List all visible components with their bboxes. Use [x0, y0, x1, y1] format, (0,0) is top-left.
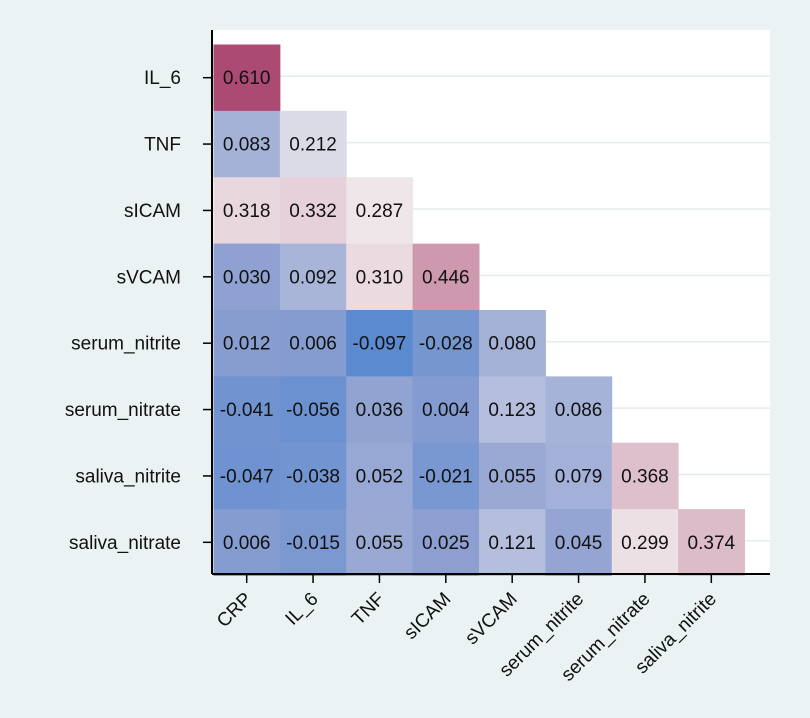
heatmap-cell — [213, 376, 281, 444]
cell-value-label: 0.368 — [621, 466, 669, 487]
heatmap-cell — [213, 177, 281, 245]
heatmap-cell — [346, 310, 414, 377]
heatmap-cell — [346, 177, 414, 245]
y-tick-label: sVCAM — [117, 267, 181, 288]
cell-value-label: 0.012 — [223, 334, 271, 355]
heatmap-cell — [346, 243, 414, 311]
y-tick-label: sICAM — [124, 201, 181, 222]
heatmap-cell — [479, 442, 546, 510]
heatmap-cell — [213, 110, 281, 178]
heatmap-cell — [678, 509, 745, 576]
y-tick-label: saliva_nitrate — [69, 533, 181, 554]
cell-value-label: 0.036 — [356, 400, 404, 421]
heatmap-cell — [213, 509, 281, 576]
cell-value-label: 0.318 — [223, 201, 271, 222]
cell-value-label: 0.310 — [356, 267, 404, 288]
cell-value-label: 0.332 — [289, 201, 337, 222]
heatmap-cell — [412, 243, 480, 311]
heatmap-cell — [279, 110, 347, 178]
cell-value-label: 0.086 — [555, 400, 603, 421]
cell-value-label: 0.080 — [488, 334, 536, 355]
cell-value-label: 0.299 — [621, 533, 669, 554]
heatmap-cell — [213, 44, 281, 112]
heatmap-cell — [213, 243, 281, 311]
heatmap-cell — [611, 509, 679, 576]
cell-value-label: 0.287 — [356, 201, 404, 222]
heatmap-cell — [412, 509, 480, 576]
cell-value-label: 0.006 — [289, 334, 337, 355]
cell-value-label: -0.021 — [419, 466, 473, 487]
cell-value-label: -0.038 — [286, 466, 340, 487]
cell-value-label: 0.092 — [289, 267, 337, 288]
cell-value-label: 0.052 — [356, 466, 404, 487]
heatmap-cell — [346, 509, 414, 576]
heatmap-cell — [545, 509, 613, 576]
cell-value-label: 0.055 — [356, 533, 404, 554]
cell-value-label: -0.056 — [286, 400, 340, 421]
cell-value-label: 0.610 — [223, 68, 271, 89]
cell-value-label: 0.083 — [223, 135, 271, 156]
heatmap-cell — [479, 509, 546, 576]
heatmap-cell — [213, 310, 281, 377]
cell-value-label: 0.030 — [223, 267, 271, 288]
heatmap-cell — [479, 310, 546, 377]
cell-value-label: 0.006 — [223, 533, 271, 554]
heatmap-cell — [279, 177, 347, 245]
cell-value-label: -0.041 — [220, 400, 274, 421]
y-tick-label: serum_nitrate — [65, 400, 181, 421]
y-tick-label: IL_6 — [144, 68, 181, 89]
heatmap-cell — [279, 243, 347, 311]
heatmap-cell — [412, 442, 480, 510]
heatmap-cell — [346, 376, 414, 444]
cell-value-label: 0.055 — [488, 466, 536, 487]
heatmap-cell — [279, 442, 347, 510]
cell-value-label: 0.212 — [289, 135, 337, 156]
heatmap-cell — [545, 442, 613, 510]
heatmap-cell — [279, 509, 347, 576]
heatmap-cell — [545, 376, 613, 444]
cell-value-label: 0.121 — [488, 533, 536, 554]
cell-value-label: -0.015 — [286, 533, 340, 554]
y-tick-label: TNF — [144, 135, 181, 156]
cell-value-label: -0.028 — [419, 334, 473, 355]
y-tick-label: saliva_nitrite — [75, 466, 181, 487]
cell-value-label: 0.079 — [555, 466, 603, 487]
heatmap-cell — [611, 442, 679, 510]
heatmap-cell — [279, 376, 347, 444]
cell-value-label: 0.123 — [488, 400, 536, 421]
heatmap-cell — [346, 442, 414, 510]
cell-value-label: 0.446 — [422, 267, 470, 288]
y-tick-label: serum_nitrite — [71, 334, 181, 355]
cell-value-label: -0.047 — [220, 466, 274, 487]
heatmap-cell — [412, 310, 480, 377]
heatmap-cell — [479, 376, 546, 444]
cell-value-label: 0.045 — [555, 533, 603, 554]
cell-value-label: 0.374 — [688, 533, 736, 554]
cell-value-label: -0.097 — [353, 334, 407, 355]
heatmap-cell — [279, 310, 347, 377]
heatmap-cell — [412, 376, 480, 444]
cell-value-label: 0.004 — [422, 400, 470, 421]
heatmap-cell — [213, 442, 281, 510]
cell-value-label: 0.025 — [422, 533, 470, 554]
